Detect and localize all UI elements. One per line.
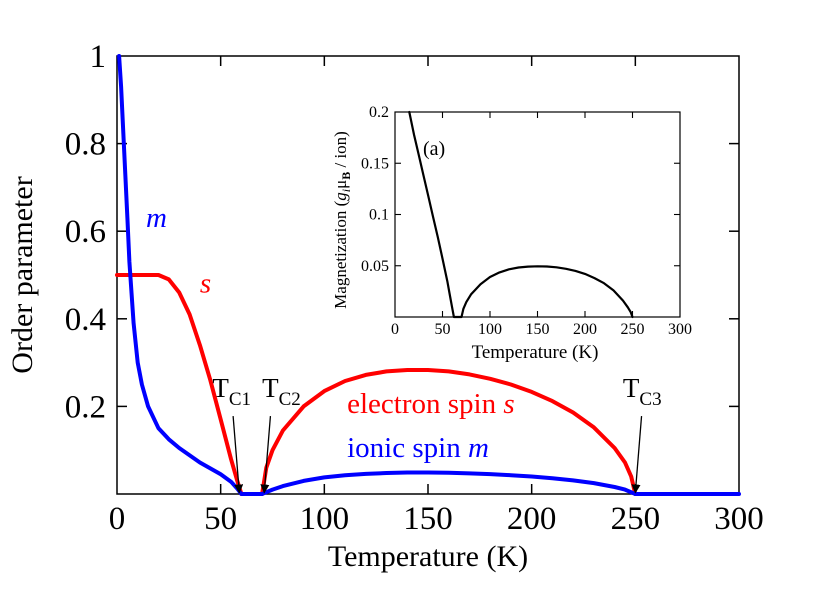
- inset-y-tick-label: 0.15: [361, 155, 389, 172]
- annotation-electron: electron spin s: [347, 388, 515, 420]
- inset-ticks: [395, 112, 680, 317]
- inset-x-tick-label: 100: [478, 321, 502, 338]
- inset-series-lines: [408, 110, 634, 319]
- main-x-tick-label: 150: [403, 501, 453, 537]
- inset-panel: 0 50 100 150 200 250 300 0.05 0.1 0.15 0.2 (a) Tem…: [331, 104, 692, 363]
- main-x-tick-label: 50: [204, 501, 237, 537]
- main-x-tick-label: 100: [300, 501, 350, 537]
- critical-point-tc3: TC3: [623, 373, 662, 494]
- inset-series-line-magnetization: [408, 110, 634, 319]
- main-x-tick-label: 250: [611, 501, 661, 537]
- tc2-arrow: [260, 415, 272, 494]
- inset-y-tick-label: 0.05: [361, 258, 389, 275]
- main-tick-labels: 0 50 100 150 200 250 300 0.2 0.4 0.6 0.8 1: [65, 39, 764, 537]
- main-x-tick-label: 300: [714, 501, 764, 537]
- main-y-tick-label: 1: [90, 39, 107, 75]
- annotation-s: s: [200, 268, 211, 300]
- critical-point-tc2: TC2: [260, 373, 301, 494]
- tc1-label: TC1: [212, 373, 251, 410]
- inset-panel-label: (a): [423, 138, 445, 160]
- inset-x-tick-label: 200: [573, 321, 597, 338]
- main-y-axis-label: Order parameter: [6, 176, 39, 373]
- main-series-lines: [115, 54, 741, 496]
- inset-x-tick-label: 250: [621, 321, 645, 338]
- main-y-tick-label: 0.8: [65, 127, 106, 163]
- critical-temperature-markers: TC1 TC2 TC3: [212, 373, 662, 494]
- tc3-label: TC3: [623, 373, 662, 410]
- annotation-m: m: [146, 202, 167, 234]
- inset-tick-labels: 0 50 100 150 200 250 300 0.05 0.1 0.15 0.2: [361, 104, 692, 338]
- main-y-tick-label: 0.2: [65, 389, 106, 425]
- series-line-s: [115, 273, 638, 496]
- inset-x-tick-label: 150: [526, 321, 550, 338]
- inset-x-tick-label: 300: [668, 321, 692, 338]
- critical-point-tc1: TC1: [212, 373, 251, 494]
- inset-x-tick-label: 50: [435, 321, 451, 338]
- inset-y-axis-label: Magnetization (giμB / ion): [331, 131, 353, 309]
- inset-x-tick-label: 0: [391, 321, 399, 338]
- tc3-arrow: [631, 415, 643, 494]
- inset-plot-frame: [394, 111, 681, 318]
- inset-y-tick-label: 0.1: [369, 207, 389, 224]
- main-y-tick-label: 0.4: [65, 302, 106, 338]
- inset-x-axis-label: Temperature (K): [472, 342, 599, 363]
- main-x-axis-label: Temperature (K): [328, 540, 528, 573]
- series-line-m: [117, 54, 741, 496]
- main-x-tick-label: 200: [507, 501, 557, 537]
- main-x-tick-label: 0: [109, 501, 126, 537]
- tc1-arrow: [232, 415, 244, 494]
- main-panel: 0 50 100 150 200 250 300 0.2 0.4 0.6 0.8 1 m s electr…: [6, 39, 764, 573]
- annotation-ionic: ionic spin m: [347, 432, 489, 464]
- main-y-tick-label: 0.6: [65, 214, 106, 250]
- main-annotations: m s electron spin s ionic spin m: [146, 202, 515, 464]
- inset-y-tick-label: 0.2: [369, 104, 389, 121]
- tc2-label: TC2: [262, 373, 301, 410]
